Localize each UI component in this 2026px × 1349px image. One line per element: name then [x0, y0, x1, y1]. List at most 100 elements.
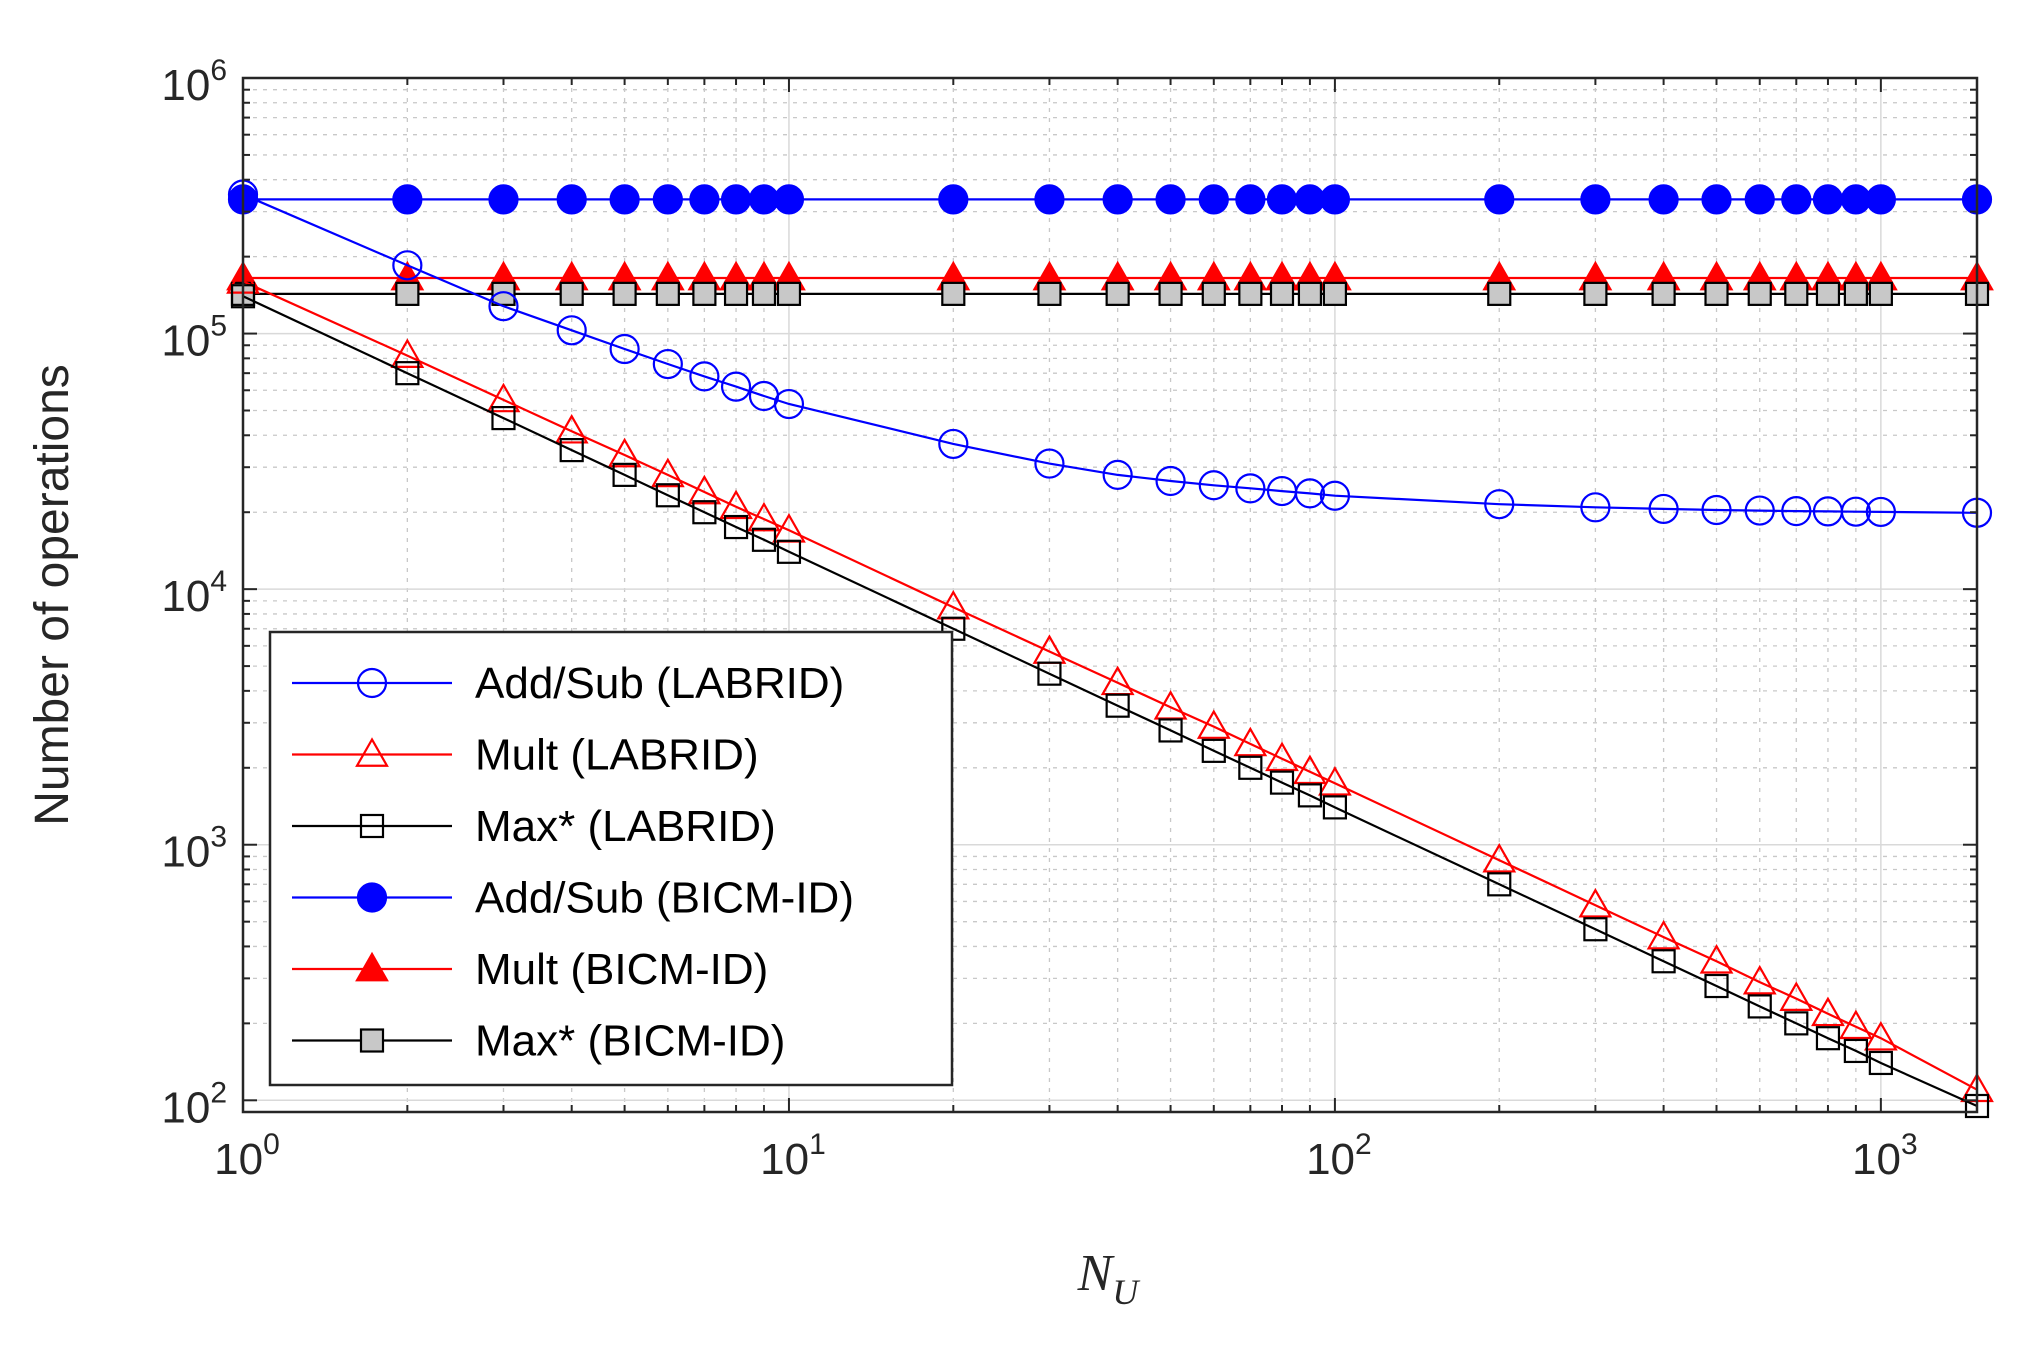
tick-label-base: 10	[161, 572, 210, 621]
data-point	[1865, 184, 1896, 215]
y-tick-label: 103	[161, 821, 227, 877]
data-point	[1578, 887, 1613, 918]
tick-label-base: 10	[1852, 1135, 1901, 1184]
data-point	[556, 315, 587, 346]
data-point	[1265, 741, 1299, 772]
data-point	[1701, 494, 1732, 526]
tick-label-exponent: 6	[210, 54, 227, 87]
data-point	[941, 616, 966, 641]
y-tick-label: 102	[161, 1076, 227, 1132]
data-point	[1747, 994, 1772, 1019]
data-point	[1487, 872, 1512, 897]
data-point	[1238, 281, 1263, 306]
tick-label-base: 10	[161, 1083, 210, 1132]
data-point	[1704, 973, 1729, 999]
legend-marker	[359, 813, 385, 839]
data-point	[1235, 473, 1266, 504]
tick-label-base: 10	[214, 1135, 263, 1184]
data-point	[395, 361, 420, 386]
data-point	[1648, 493, 1679, 525]
data-point	[1318, 766, 1352, 796]
legend-marker	[355, 951, 389, 982]
data-point	[1812, 184, 1844, 215]
data-point	[1322, 795, 1348, 820]
data-point	[751, 281, 777, 306]
legend-item-1: Add/Sub (LABRID)	[292, 659, 844, 708]
tick-label-base: 10	[760, 1135, 809, 1184]
tick-label-exponent: 0	[263, 1128, 280, 1161]
tick-label-base: 10	[161, 317, 210, 366]
data-point	[1583, 281, 1608, 306]
data-point	[689, 184, 720, 215]
data-point	[491, 281, 516, 306]
tick-label-exponent: 3	[210, 821, 227, 854]
x-axis-label-main: N	[1077, 1245, 1116, 1302]
data-point	[723, 281, 749, 306]
data-point	[556, 184, 587, 215]
legend-box	[268, 630, 954, 1087]
data-point	[1155, 184, 1186, 215]
data-point	[1781, 496, 1812, 527]
data-point	[1105, 281, 1130, 306]
data-point	[773, 184, 805, 215]
data-point	[1269, 281, 1295, 306]
data-point	[720, 371, 752, 402]
plot-frame	[241, 76, 1979, 1114]
data-point	[748, 184, 780, 215]
data-point	[938, 184, 969, 215]
data-point	[1201, 281, 1226, 306]
data-point	[559, 281, 584, 306]
data-point	[1482, 842, 1517, 873]
data-point	[723, 514, 749, 540]
data-point	[655, 483, 680, 508]
data-point	[1701, 184, 1732, 215]
data-point	[395, 281, 420, 306]
data-point	[488, 184, 519, 215]
data-point	[1297, 281, 1323, 306]
data-point	[1747, 281, 1772, 306]
data-point	[1840, 496, 1871, 527]
tick-label-exponent: 2	[210, 1076, 227, 1109]
legend-marker	[356, 882, 388, 913]
data-point	[1037, 661, 1062, 686]
data-point	[1322, 281, 1348, 306]
x-axis-label: NU	[1077, 1245, 1141, 1312]
data-point	[1651, 281, 1676, 306]
data-point	[1034, 184, 1065, 215]
data-point	[1158, 718, 1183, 743]
legend-label: Add/Sub (BICM-ID)	[475, 874, 854, 923]
data-point	[1815, 1026, 1841, 1051]
data-point	[1102, 459, 1133, 490]
data-point	[1843, 1038, 1868, 1064]
series-2	[226, 264, 1994, 1103]
data-point	[1155, 465, 1186, 497]
data-point	[392, 250, 423, 281]
data-point	[655, 281, 680, 306]
series-4	[227, 184, 1993, 215]
data-point	[776, 281, 802, 306]
data-point	[748, 380, 780, 412]
data-point	[1233, 726, 1268, 757]
y-tick-label: 104	[161, 565, 227, 621]
data-point	[1784, 1011, 1809, 1036]
data-point	[488, 291, 519, 322]
y-axis-label: Number of operations	[26, 364, 79, 826]
x-tick-label: 101	[760, 1128, 826, 1184]
data-point	[719, 489, 753, 520]
tick-label-exponent: 3	[1901, 1128, 1918, 1161]
data-point	[1158, 281, 1183, 306]
legend-label: Mult (BICM-ID)	[475, 945, 768, 994]
data-point	[1294, 478, 1326, 509]
data-point	[609, 184, 640, 215]
data-point	[1484, 489, 1515, 520]
series-layer	[226, 179, 1994, 1119]
data-point	[1779, 981, 1814, 1011]
data-point	[692, 500, 717, 525]
data-point	[692, 281, 717, 306]
data-point	[1102, 184, 1133, 215]
legend-item-4: Add/Sub (BICM-ID)	[292, 874, 854, 923]
data-point	[612, 281, 637, 306]
tick-label-exponent: 2	[1355, 1128, 1372, 1161]
data-point	[1840, 184, 1871, 215]
tick-label-exponent: 1	[809, 1128, 826, 1161]
